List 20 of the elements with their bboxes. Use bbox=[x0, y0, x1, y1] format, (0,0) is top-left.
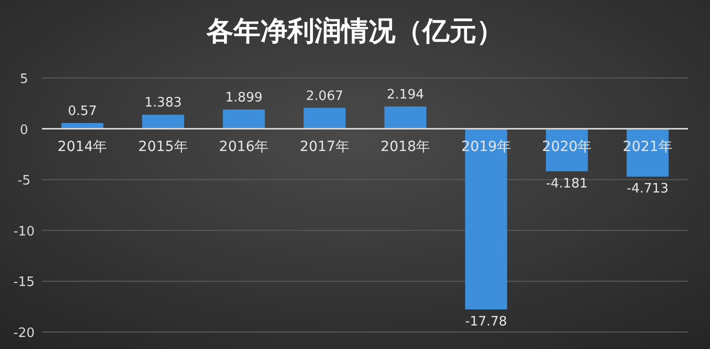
y-tick-label: -10 bbox=[13, 224, 35, 240]
chart-title: 各年净利润情况（亿元） bbox=[206, 16, 504, 47]
y-tick-label: -5 bbox=[18, 174, 30, 189]
data-label: -17.78 bbox=[465, 314, 508, 330]
data-label: -4.181 bbox=[546, 176, 588, 192]
x-tick-label: 2014年 bbox=[58, 138, 108, 155]
x-tick-label: 2015年 bbox=[138, 138, 188, 155]
data-label: -4.713 bbox=[626, 182, 669, 197]
y-tick-label: -15 bbox=[13, 275, 35, 290]
y-tick-label: -20 bbox=[13, 326, 35, 341]
data-label: 2.194 bbox=[386, 88, 424, 103]
data-label: 1.899 bbox=[225, 90, 262, 106]
x-tick-label: 2016年 bbox=[219, 138, 269, 155]
data-label: 2.067 bbox=[306, 88, 344, 104]
y-tick-label: 0 bbox=[20, 122, 28, 138]
data-label: 1.383 bbox=[144, 96, 182, 111]
x-tick-label: 2017年 bbox=[300, 138, 350, 155]
x-tick-label: 2018年 bbox=[380, 138, 430, 155]
y-tick-label: 5 bbox=[20, 72, 28, 87]
data-label: 0.57 bbox=[68, 104, 97, 120]
